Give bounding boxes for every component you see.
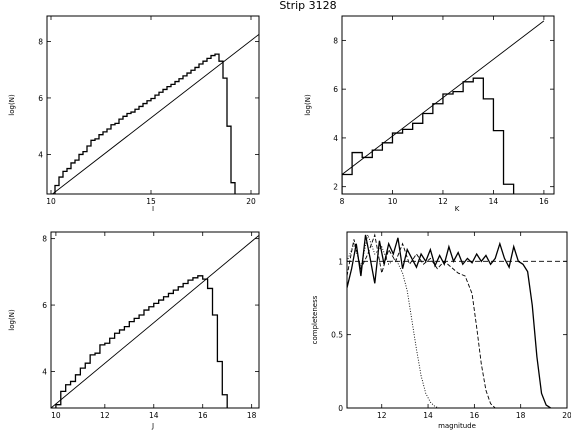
y-tick-label: 8 — [333, 36, 338, 45]
histogram-steps — [55, 275, 228, 408]
x-tick-label: 8 — [340, 197, 345, 206]
completeness-curve-dotted — [347, 233, 440, 408]
y-tick-label: 4 — [38, 150, 43, 159]
plot-frame — [346, 231, 568, 409]
completeness-curve-dashed — [347, 233, 496, 408]
x-tick-label: 10 — [46, 197, 56, 206]
x-tick-label: 18 — [247, 411, 257, 420]
x-tick-label: 12 — [100, 411, 110, 420]
histogram-steps — [342, 77, 515, 194]
panel-k-band: K log(N) 8 10 12 14 16 2 4 6 8 — [304, 15, 555, 213]
y-tick-label: 8 — [42, 235, 47, 244]
x-tick-label: 14 — [489, 197, 499, 206]
ylabel-j: log(N) — [8, 309, 16, 331]
y-tick-label: 6 — [333, 85, 338, 94]
xlabel-i: I — [152, 205, 154, 213]
x-tick-label: 10 — [388, 197, 398, 206]
histogram-steps — [51, 53, 236, 194]
x-tick-label: 20 — [562, 411, 571, 420]
x-tick-label: 15 — [146, 197, 156, 206]
y-tick-label: 0 — [338, 404, 343, 413]
y-tick-label: 2 — [333, 183, 338, 192]
y-tick-label: 4 — [333, 134, 338, 143]
y-tick-label: 1 — [338, 257, 343, 266]
y-tick-label: 6 — [42, 301, 47, 310]
x-tick-label: 10 — [51, 411, 61, 420]
y-tick-label: 0.5 — [331, 331, 343, 340]
x-tick-label: 18 — [516, 411, 526, 420]
panel-completeness: magnitude completeness 12 14 16 18 20 0 0.5 1 — [311, 231, 571, 430]
ylabel-completeness: completeness — [311, 295, 319, 344]
panel-i-band: I log(N) 10 15 20 4 6 8 — [8, 15, 260, 213]
y-tick-label: 4 — [42, 367, 47, 376]
x-tick-label: 14 — [149, 411, 159, 420]
xlabel-j: J — [151, 422, 154, 430]
figure-title: Strip 3128 — [279, 0, 336, 12]
plot-frame — [50, 231, 260, 409]
x-tick-label: 16 — [539, 197, 549, 206]
completeness-curve-solid — [347, 234, 552, 408]
plot-frame — [341, 15, 555, 195]
ylabel-k: log(N) — [304, 94, 312, 116]
fit-line — [51, 34, 259, 194]
xlabel-completeness: magnitude — [438, 422, 476, 430]
x-tick-label: 16 — [470, 411, 480, 420]
x-tick-label: 12 — [438, 197, 448, 206]
x-tick-label: 16 — [198, 411, 208, 420]
x-tick-label: 20 — [246, 197, 256, 206]
x-tick-label: 14 — [423, 411, 433, 420]
x-tick-label: 12 — [377, 411, 387, 420]
xlabel-k: K — [455, 205, 460, 213]
y-tick-label: 8 — [38, 37, 43, 46]
panel-j-band: J log(N) 10 12 14 16 18 4 6 8 — [8, 231, 260, 430]
ylabel-i: log(N) — [8, 94, 16, 116]
y-tick-label: 6 — [38, 94, 43, 103]
plot-frame — [46, 15, 260, 195]
fit-line — [51, 234, 259, 408]
